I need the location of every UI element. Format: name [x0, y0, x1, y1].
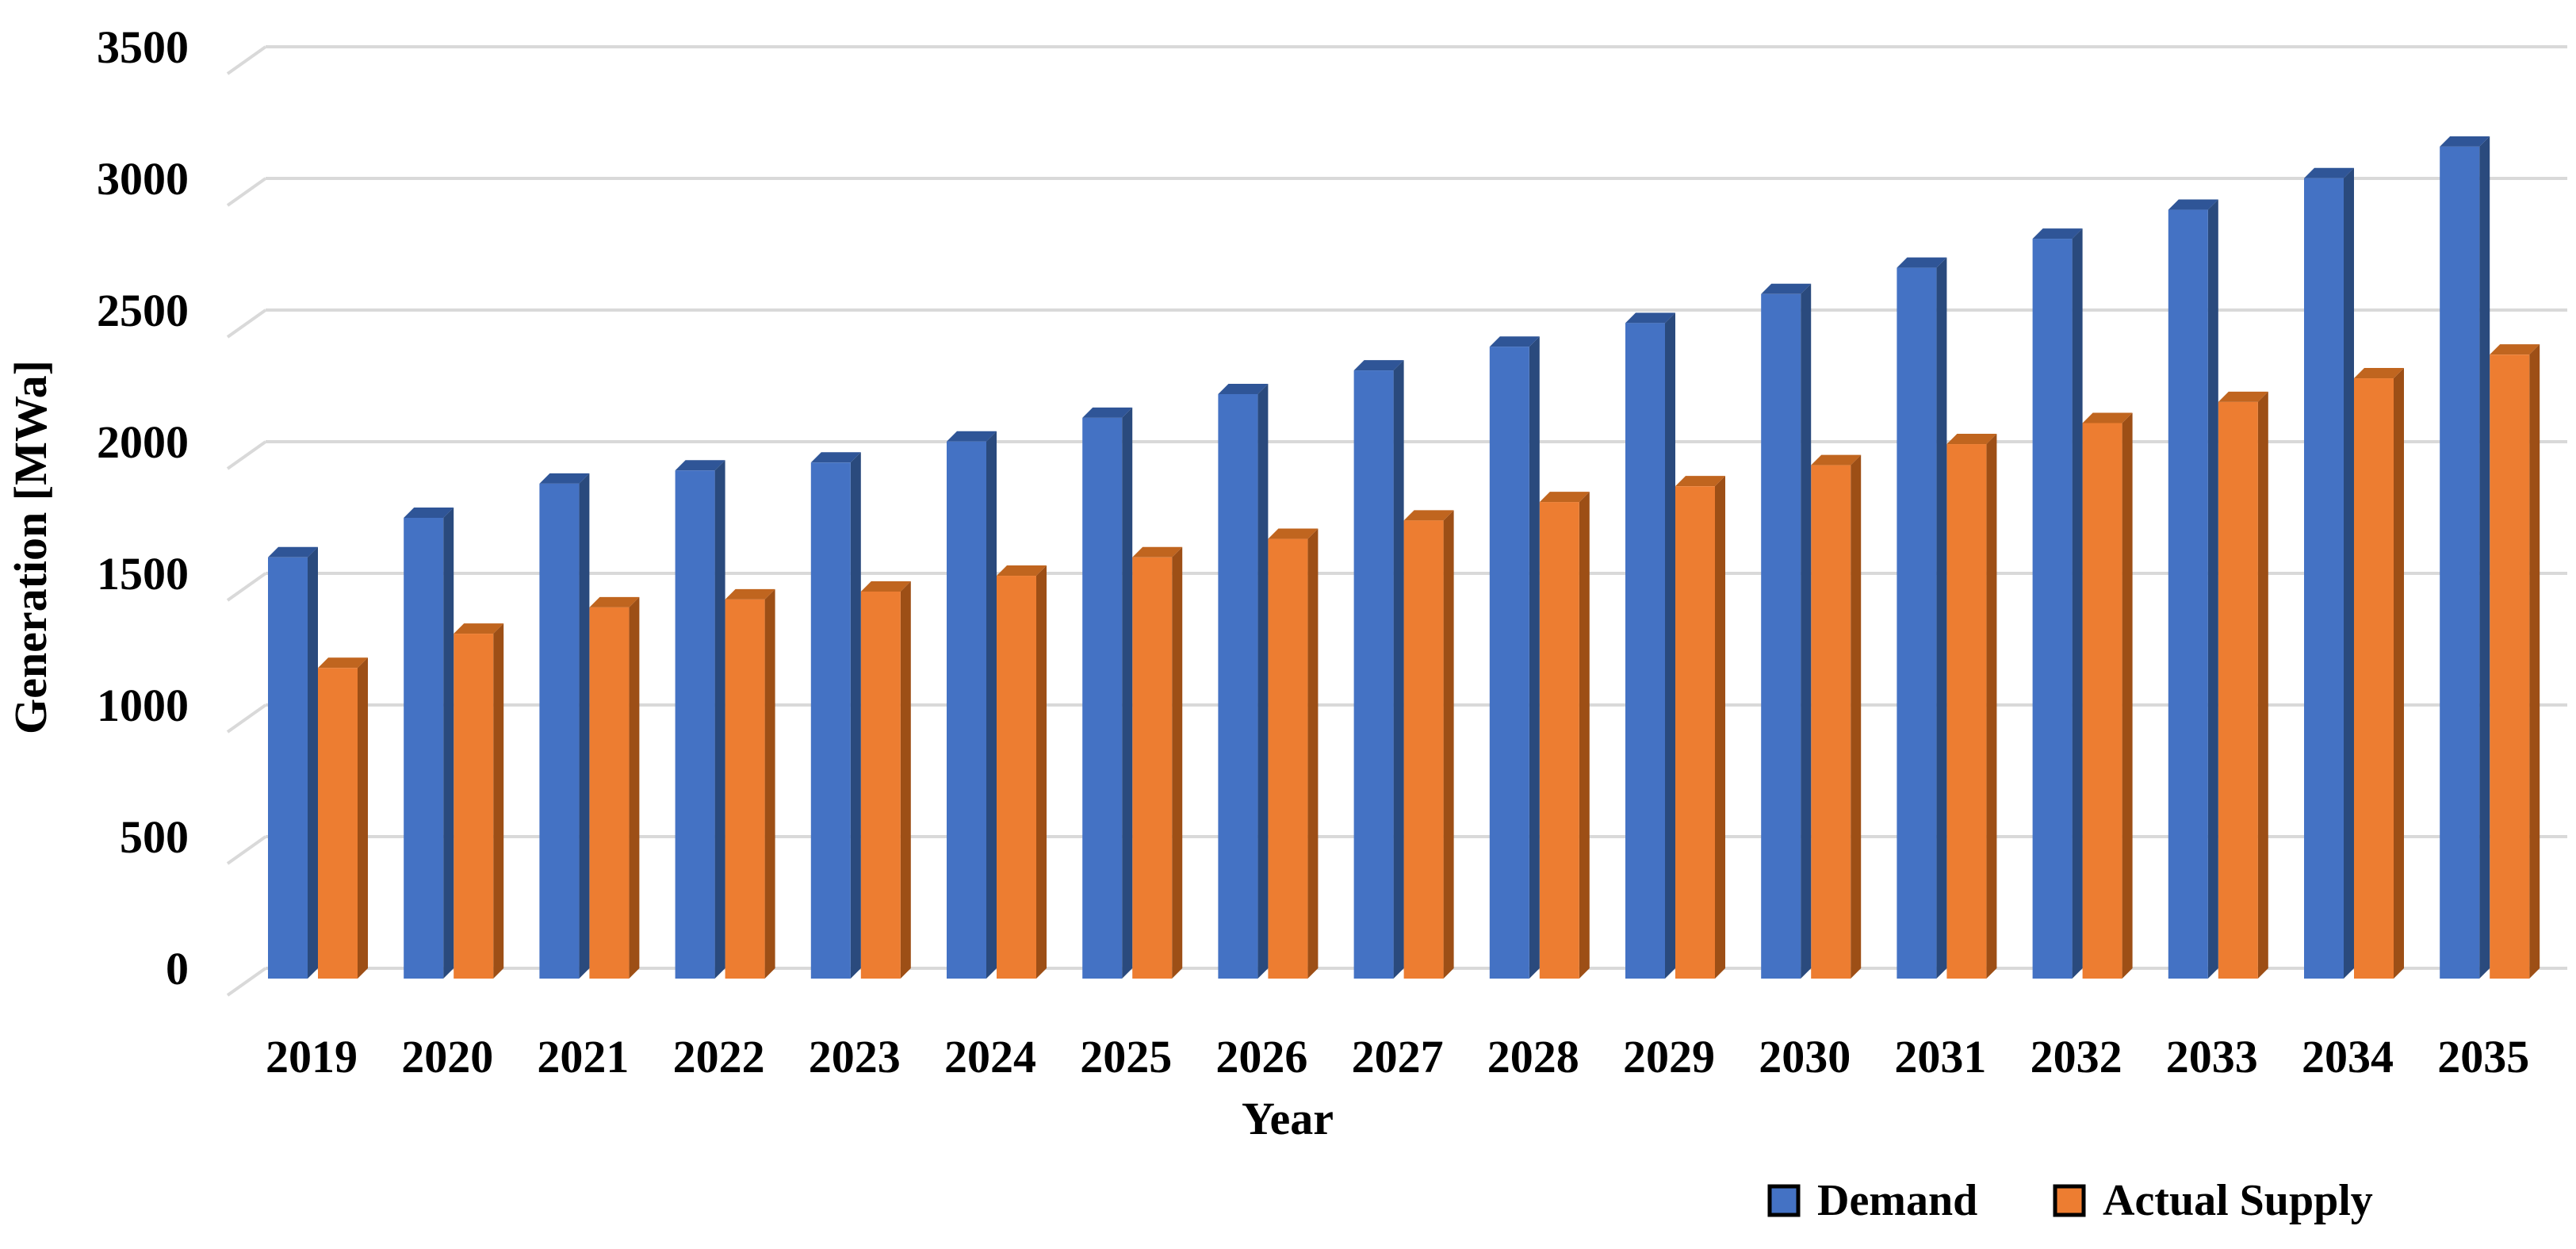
bar-actual-supply-2028 [1539, 492, 1590, 979]
y-axis-tick-labels: 0 500 1000 1500 2000 2500 3000 3500 [97, 21, 189, 994]
x-axis-title: Year [1242, 1093, 1334, 1144]
x-tick-label-2031: 2031 [1894, 1031, 1986, 1082]
bar-actual-supply-2031 [1946, 434, 1997, 979]
bar-demand-2026 [1218, 383, 1269, 979]
bar-actual-supply-2030 [1811, 454, 1862, 979]
x-tick-label-2035: 2035 [2437, 1031, 2529, 1082]
x-tick-label-2025: 2025 [1080, 1031, 1172, 1082]
y-axis-title: Generation [MWa] [5, 360, 56, 734]
x-tick-label-2022: 2022 [673, 1031, 765, 1082]
gridline-sidewall-0 [226, 967, 267, 997]
legend-label-actual-supply: Actual Supply [2103, 1176, 2373, 1225]
gridline-sidewall-2500 [226, 308, 267, 339]
bar-actual-supply-2035 [2490, 344, 2540, 979]
bar-actual-supply-2027 [1403, 510, 1454, 979]
gridline-sidewall-1000 [226, 703, 267, 734]
bar-demand-2028 [1489, 336, 1540, 979]
bar-actual-supply-2020 [454, 623, 504, 979]
bar-actual-supply-2034 [2354, 368, 2404, 979]
bar-demand-2022 [675, 460, 725, 979]
bar-demand-2030 [1761, 283, 1812, 979]
legend-swatch-actual-supply [2053, 1184, 2086, 1217]
y-tick-label-1000: 1000 [97, 680, 189, 731]
bar-actual-supply-2024 [997, 565, 1047, 979]
bar-demand-2034 [2304, 167, 2354, 979]
legend: Demand Actual Supply [1767, 1176, 2373, 1225]
gridline-sidewall-3500 [226, 45, 267, 75]
x-tick-label-2023: 2023 [809, 1031, 901, 1082]
x-tick-label-2024: 2024 [944, 1031, 1036, 1082]
bar-demand-2023 [810, 452, 861, 979]
y-tick-label-2000: 2000 [97, 416, 189, 468]
bar-actual-supply-2021 [589, 596, 640, 979]
gridline-sidewall-500 [226, 835, 267, 865]
bar-series [268, 136, 2540, 979]
bar-demand-2035 [2440, 136, 2490, 979]
gridline-sidewall-1500 [226, 572, 267, 602]
bar-actual-supply-2032 [2082, 412, 2133, 979]
bar-demand-2021 [539, 473, 590, 979]
x-tick-label-2034: 2034 [2302, 1031, 2394, 1082]
x-tick-label-2019: 2019 [266, 1031, 358, 1082]
bar-actual-supply-2022 [725, 588, 775, 979]
x-tick-label-2021: 2021 [537, 1031, 629, 1082]
x-tick-label-2032: 2032 [2031, 1031, 2122, 1082]
x-tick-label-2026: 2026 [1215, 1031, 1307, 1082]
x-tick-label-2030: 2030 [1759, 1031, 1851, 1082]
legend-swatch-demand [1767, 1184, 1801, 1217]
y-tick-label-3500: 3500 [97, 21, 189, 73]
bar-demand-2024 [947, 431, 997, 979]
bar-actual-supply-2026 [1268, 528, 1319, 979]
bar-demand-2019 [268, 546, 318, 979]
bar-actual-supply-2033 [2218, 391, 2268, 979]
y-tick-label-1500: 1500 [97, 548, 189, 600]
bar-demand-2033 [2168, 199, 2218, 979]
x-tick-label-2029: 2029 [1623, 1031, 1715, 1082]
y-tick-label-0: 0 [166, 943, 189, 994]
y-tick-label-2500: 2500 [97, 285, 189, 336]
bar-demand-2031 [1897, 257, 1947, 979]
bar-demand-2020 [404, 508, 454, 979]
bar-demand-2027 [1353, 360, 1404, 979]
gridline-sidewall-2000 [226, 440, 267, 470]
x-tick-label-2028: 2028 [1487, 1031, 1579, 1082]
x-tick-label-2033: 2033 [2166, 1031, 2258, 1082]
bar-actual-supply-2023 [860, 580, 911, 979]
x-axis-tick-labels: 2019 2020 2021 2022 2023 2024 2025 2026 2027 2028… [266, 1031, 2529, 1082]
bar-demand-2025 [1082, 407, 1133, 979]
bar-demand-2029 [1625, 312, 1675, 979]
y-tick-label-500: 500 [120, 811, 189, 863]
legend-label-demand: Demand [1817, 1176, 1977, 1225]
gridline-sidewall-3000 [226, 177, 267, 207]
x-tick-label-2027: 2027 [1352, 1031, 1444, 1082]
bar-actual-supply-2029 [1675, 476, 1725, 979]
bar-actual-supply-2025 [1132, 546, 1183, 979]
bar-actual-supply-2019 [318, 657, 368, 979]
bar-demand-2032 [2032, 228, 2083, 979]
y-tick-label-3000: 3000 [97, 153, 189, 205]
x-tick-label-2020: 2020 [401, 1031, 493, 1082]
